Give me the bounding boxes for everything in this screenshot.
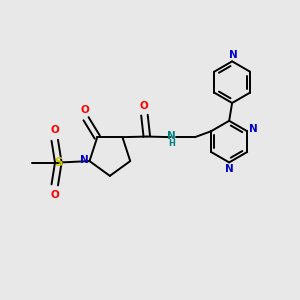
Text: N: N [80,154,89,165]
Text: H: H [168,139,175,148]
Text: N: N [225,164,233,174]
Text: O: O [50,190,59,200]
Text: N: N [249,124,258,134]
Text: S: S [54,156,63,169]
Text: N: N [229,50,237,60]
Text: O: O [80,105,89,115]
Text: O: O [50,125,59,136]
Text: O: O [140,101,148,111]
Text: N: N [167,131,176,141]
